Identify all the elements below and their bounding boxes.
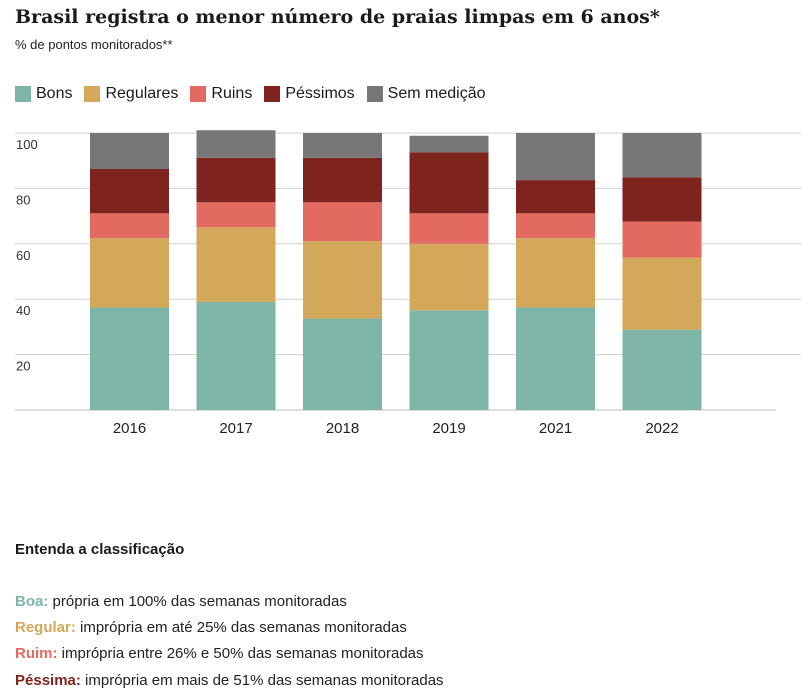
legend-label: Péssimos bbox=[285, 85, 355, 102]
legend-item: Ruins bbox=[190, 85, 252, 103]
bar-segment bbox=[90, 169, 169, 214]
legend-item: Sem medição bbox=[366, 85, 486, 103]
bar-segment bbox=[196, 202, 276, 228]
legend-swatch bbox=[366, 86, 383, 102]
legend-swatch bbox=[15, 86, 31, 102]
x-tick-label: 2017 bbox=[219, 420, 252, 437]
bar-segment bbox=[409, 152, 489, 214]
bar-segment bbox=[622, 221, 702, 258]
legend-label: Ruins bbox=[211, 85, 253, 102]
bar-segment bbox=[196, 227, 276, 302]
x-tick-label: 2016 bbox=[113, 420, 146, 437]
legend-swatch bbox=[84, 86, 101, 102]
x-tick-label: 2018 bbox=[326, 420, 359, 437]
chart-subtitle: % de pontos monitorados** bbox=[15, 37, 173, 52]
classification-line: Boa: própria em 100% das semanas monitor… bbox=[15, 593, 347, 610]
classification-line: Regular: imprópria em até 25% das semana… bbox=[15, 619, 407, 636]
stacked-bar-chart: 20 40 60 80 100 2016 2017 2018 2019 2021 2022 bbox=[15, 130, 801, 437]
bar-segment bbox=[303, 133, 382, 158]
legend-label: Regulares bbox=[105, 85, 179, 102]
x-tick-label: 2019 bbox=[432, 420, 465, 437]
bar-segment bbox=[196, 157, 276, 203]
classification-text: própria em 100% das semanas monitoradas bbox=[48, 593, 347, 610]
y-tick-label: 40 bbox=[16, 303, 30, 318]
classification-key: Boa: bbox=[15, 593, 49, 610]
classification-key: Ruim: bbox=[15, 645, 58, 662]
bar-segment bbox=[622, 329, 702, 410]
bar-segment bbox=[516, 133, 595, 181]
bar-segment bbox=[196, 130, 276, 158]
bar-segment bbox=[516, 238, 595, 308]
classification-line: Ruim: imprópria entre 26% e 50% das sema… bbox=[15, 645, 424, 662]
bar-segment bbox=[90, 238, 169, 308]
classification-text: imprópria entre 26% e 50% das semanas mo… bbox=[57, 645, 424, 662]
bar-segment bbox=[516, 307, 595, 410]
legend-swatch bbox=[264, 86, 281, 102]
legend-label: Bons bbox=[36, 85, 73, 102]
x-tick-label: 2022 bbox=[645, 420, 678, 437]
bar-segment bbox=[303, 318, 382, 410]
chart-title: Brasil registra o menor número de praias… bbox=[15, 6, 660, 28]
legend-item: Péssimos bbox=[264, 85, 355, 103]
bar-segment bbox=[622, 257, 702, 330]
y-tick-label: 100 bbox=[16, 137, 38, 152]
chart-legend: Bons Regulares Ruins Péssimos Sem medição bbox=[15, 85, 486, 103]
bar-segment bbox=[409, 135, 489, 153]
x-tick-label: 2021 bbox=[539, 420, 572, 437]
bar-segment bbox=[303, 241, 382, 319]
classification-key: Péssima: bbox=[15, 672, 81, 689]
bar-segment bbox=[409, 213, 489, 244]
legend-swatch bbox=[190, 86, 207, 102]
bar-segment bbox=[516, 213, 595, 239]
bar-segment bbox=[196, 301, 276, 410]
explain-title: Entenda a classificação bbox=[15, 541, 185, 558]
y-tick-label: 60 bbox=[16, 248, 30, 263]
y-tick-label: 20 bbox=[16, 359, 30, 374]
bar-segment bbox=[90, 213, 169, 239]
classification-key: Regular: bbox=[15, 619, 76, 636]
classification-line: Péssima: imprópria em mais de 51% das se… bbox=[15, 672, 444, 689]
classification-text: imprópria em até 25% das semanas monitor… bbox=[75, 619, 407, 636]
bar-segment bbox=[303, 157, 382, 203]
bar-segment bbox=[90, 307, 169, 410]
bar-segment bbox=[303, 202, 382, 242]
bar-segment bbox=[409, 243, 489, 311]
legend-item: Regulares bbox=[84, 85, 178, 103]
bar-segment bbox=[622, 133, 702, 178]
bar-segment bbox=[622, 177, 702, 222]
legend-item: Bons bbox=[15, 85, 72, 103]
bar-segment bbox=[516, 180, 595, 214]
bar-segment bbox=[90, 133, 169, 170]
classification-text: imprópria em mais de 51% das semanas mon… bbox=[80, 672, 444, 689]
legend-label: Sem medição bbox=[387, 85, 486, 102]
bar-segment bbox=[409, 310, 489, 410]
y-tick-label: 80 bbox=[16, 192, 30, 207]
